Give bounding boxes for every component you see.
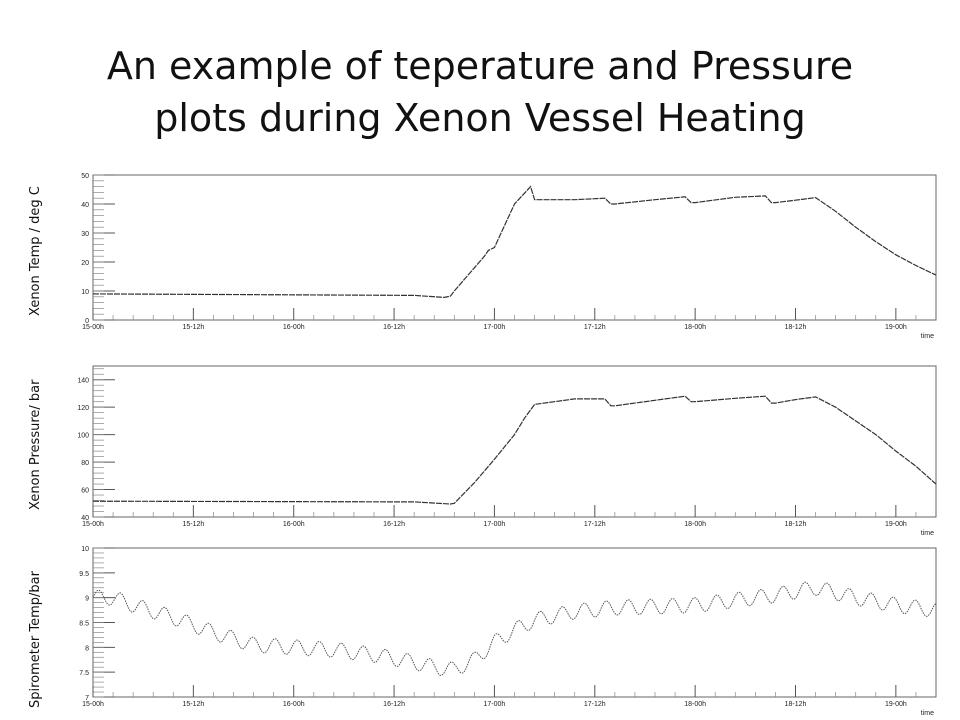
x-tick-label: 15-12h — [182, 701, 204, 708]
x-tick-label: 16-00h — [283, 324, 305, 331]
x-tick-label: 15-00h — [82, 521, 104, 528]
y-tick-label: 140 — [77, 378, 89, 385]
x-tick-label: 17-12h — [584, 701, 606, 708]
y-tick-label: 30 — [81, 231, 89, 238]
y-tick-label: 8.5 — [79, 621, 89, 628]
x-tick-label: 15-12h — [182, 324, 204, 331]
x-tick-label: 19-00h — [885, 324, 907, 331]
x-tick-label: 17-00h — [484, 701, 506, 708]
y-tick-label: 7.5 — [79, 670, 89, 677]
y-tick-label: 10 — [81, 546, 89, 553]
y-tick-label: 60 — [81, 488, 89, 495]
x-tick-label: 17-12h — [584, 324, 606, 331]
y-tick-label: 50 — [81, 173, 89, 180]
x-axis-label: time — [921, 333, 934, 340]
x-tick-label: 18-12h — [785, 701, 807, 708]
x-axis-label: time — [921, 530, 934, 537]
y-tick-label: 9 — [85, 596, 89, 603]
x-tick-label: 18-00h — [684, 324, 706, 331]
x-tick-label: 18-00h — [684, 701, 706, 708]
x-tick-label: 16-00h — [283, 701, 305, 708]
slide-title: An example of teperature and Pressure pl… — [0, 40, 960, 144]
x-tick-label: 15-00h — [82, 701, 104, 708]
plot-frame-1 — [92, 365, 937, 518]
y-tick-label: 0 — [85, 318, 89, 325]
slide-title-line2: plots during Xenon Vessel Heating — [154, 96, 806, 140]
x-tick-label: 17-00h — [484, 521, 506, 528]
y-tick-label: 9.5 — [79, 571, 89, 578]
y-tick-label: 40 — [81, 202, 89, 209]
plot-frame-2 — [92, 547, 937, 698]
x-tick-label: 16-12h — [383, 324, 405, 331]
x-tick-label: 18-12h — [785, 324, 807, 331]
y-tick-label: 7 — [85, 695, 89, 702]
x-tick-label: 15-12h — [182, 521, 204, 528]
x-tick-label: 16-12h — [383, 701, 405, 708]
y-tick-label: 20 — [81, 260, 89, 267]
x-tick-label: 17-12h — [584, 521, 606, 528]
x-tick-label: 16-12h — [383, 521, 405, 528]
x-tick-label: 18-12h — [785, 521, 807, 528]
slide-title-line1: An example of teperature and Pressure — [106, 44, 854, 88]
y-tick-label: 120 — [77, 405, 89, 412]
x-tick-label: 19-00h — [885, 701, 907, 708]
series-line-0 — [92, 185, 937, 299]
plot-frame-0 — [92, 174, 937, 321]
y-tick-label: 100 — [77, 433, 89, 440]
x-tick-label: 18-00h — [684, 521, 706, 528]
x-tick-label: 19-00h — [885, 521, 907, 528]
y-tick-label: 40 — [81, 515, 89, 522]
x-tick-label: 15-00h — [82, 324, 104, 331]
spirometer-series-line — [92, 581, 937, 677]
x-tick-label: 16-00h — [283, 521, 305, 528]
y-tick-label: 10 — [81, 289, 89, 296]
y-tick-label: 8 — [85, 645, 89, 652]
series-line-1 — [92, 395, 937, 505]
x-tick-label: 17-00h — [484, 324, 506, 331]
x-axis-label: time — [921, 710, 934, 717]
y-tick-label: 80 — [81, 460, 89, 467]
